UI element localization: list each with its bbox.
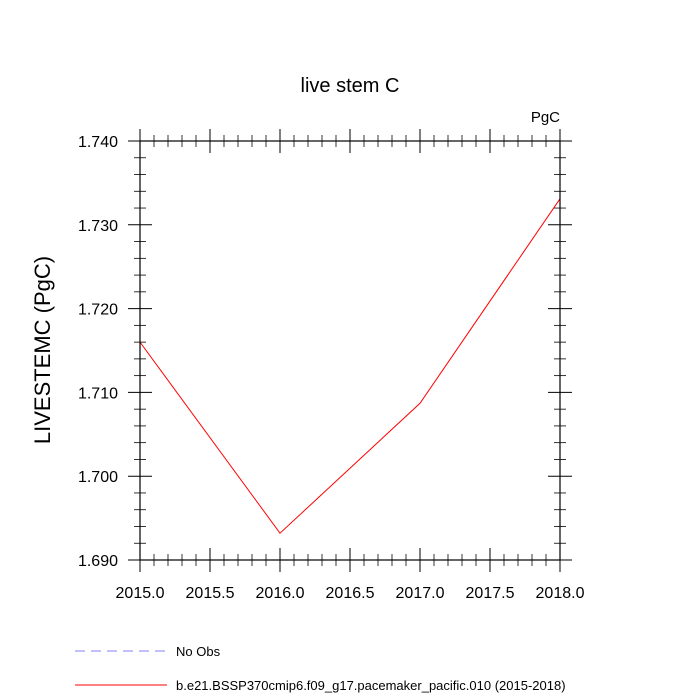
chart-title: live stem C: [301, 75, 400, 97]
plot-frame: [139, 140, 561, 561]
x-tick-label: 2017.0: [396, 585, 445, 602]
x-tick-labels: 2015.0 2015.5 2016.0 2016.5 2017.0 2017.5 2018…: [116, 585, 585, 602]
y-tick-label: 1.720: [78, 302, 118, 319]
series-layer: [139, 198, 561, 534]
y-tick-label: 1.730: [78, 218, 118, 235]
y-axis-label: LIVESTEMC (PgC): [30, 256, 55, 444]
x-tick-label: 2017.5: [466, 585, 515, 602]
x-tick-label: 2018.0: [536, 585, 585, 602]
y-tick-label: 1.690: [78, 553, 118, 570]
y-tick-label: 1.700: [78, 469, 118, 486]
series-line-0: [139, 198, 561, 534]
legend-label-no-obs: No Obs: [176, 644, 221, 659]
major-ticks: [128, 129, 572, 572]
x-tick-label: 2015.5: [186, 585, 235, 602]
y-tick-label: 1.740: [78, 134, 118, 151]
y-tick-label: 1.710: [78, 385, 118, 402]
x-tick-label: 2015.0: [116, 585, 165, 602]
units-label: PgC: [531, 109, 560, 126]
y-tick-labels: 1.690 1.700 1.710 1.720 1.730 1.740: [78, 134, 118, 570]
legend: No Obs b.e21.BSSP370cmip6.f09_g17.pacema…: [75, 644, 566, 693]
x-tick-label: 2016.5: [326, 585, 375, 602]
minor-ticks: [134, 135, 566, 566]
legend-label-series: b.e21.BSSP370cmip6.f09_g17.pacemaker_pac…: [176, 678, 566, 693]
x-tick-label: 2016.0: [256, 585, 305, 602]
